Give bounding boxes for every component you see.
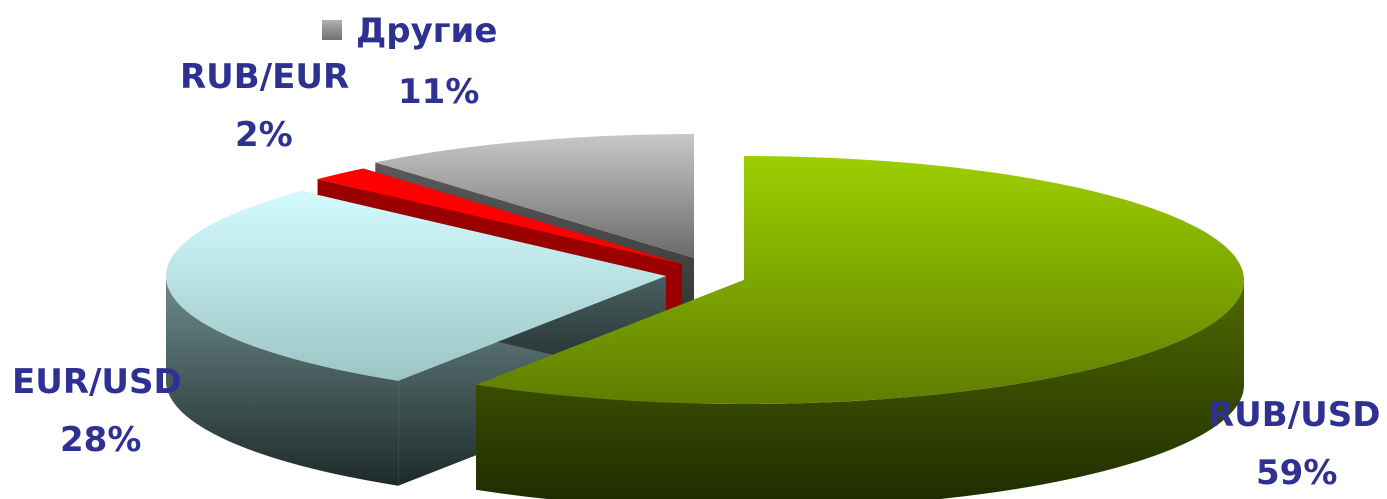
data-label-eurusd-name: EUR/USD (12, 362, 182, 402)
data-label-rubeur-value: 2% (235, 115, 293, 155)
pie-slice-eurusd-side (166, 276, 399, 486)
data-label-rubusd-value: 59% (1256, 453, 1338, 493)
data-label-rubeur-name: RUB/EUR (180, 57, 350, 97)
pie-slice-rubeur-top (317, 168, 682, 264)
legend-label-other: Другие (356, 11, 498, 51)
legend-swatch-other (322, 20, 342, 40)
pie-slice-rubusd-top (476, 156, 1245, 404)
pie-slice-other-top (375, 134, 694, 258)
pie-slice-rubusd-side (476, 280, 1244, 499)
pie-slice-eurusd-top (166, 191, 667, 381)
pie-slice-rubusd (476, 156, 1245, 499)
data-label-other-value: 11% (398, 72, 480, 112)
data-label-eurusd-value: 28% (60, 420, 142, 460)
data-label-rubusd-name: RUB/USD (1208, 395, 1381, 435)
